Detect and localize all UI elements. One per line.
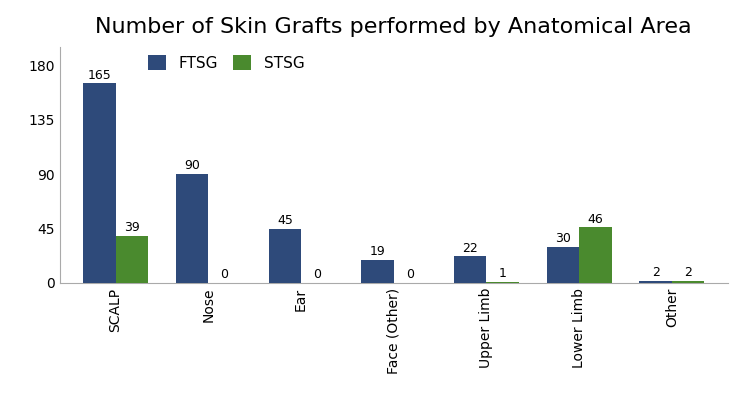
Text: 0: 0: [406, 268, 414, 281]
Text: 0: 0: [314, 268, 321, 281]
Text: 30: 30: [555, 232, 571, 245]
Text: 2: 2: [652, 266, 659, 279]
Bar: [640, 281, 672, 283]
Legend: FTSG, STSG: FTSG, STSG: [148, 55, 304, 71]
Text: 1: 1: [499, 267, 506, 280]
Text: 2: 2: [684, 266, 692, 279]
Text: 165: 165: [88, 69, 111, 82]
Bar: [672, 281, 704, 283]
Bar: [547, 247, 579, 283]
Bar: [454, 256, 487, 283]
Bar: [579, 227, 611, 283]
Text: 19: 19: [370, 245, 386, 258]
Bar: [83, 83, 116, 283]
Text: 22: 22: [462, 242, 478, 255]
Text: 0: 0: [220, 268, 229, 281]
Text: 46: 46: [587, 213, 603, 226]
Text: 39: 39: [124, 221, 140, 234]
Bar: [176, 174, 209, 283]
Bar: [487, 282, 519, 283]
Bar: [362, 260, 394, 283]
Title: Number of Skin Grafts performed by Anatomical Area: Number of Skin Grafts performed by Anato…: [95, 17, 692, 37]
Text: 45: 45: [277, 214, 292, 227]
Bar: [116, 236, 148, 283]
Text: 90: 90: [184, 159, 200, 172]
Bar: [268, 229, 301, 283]
